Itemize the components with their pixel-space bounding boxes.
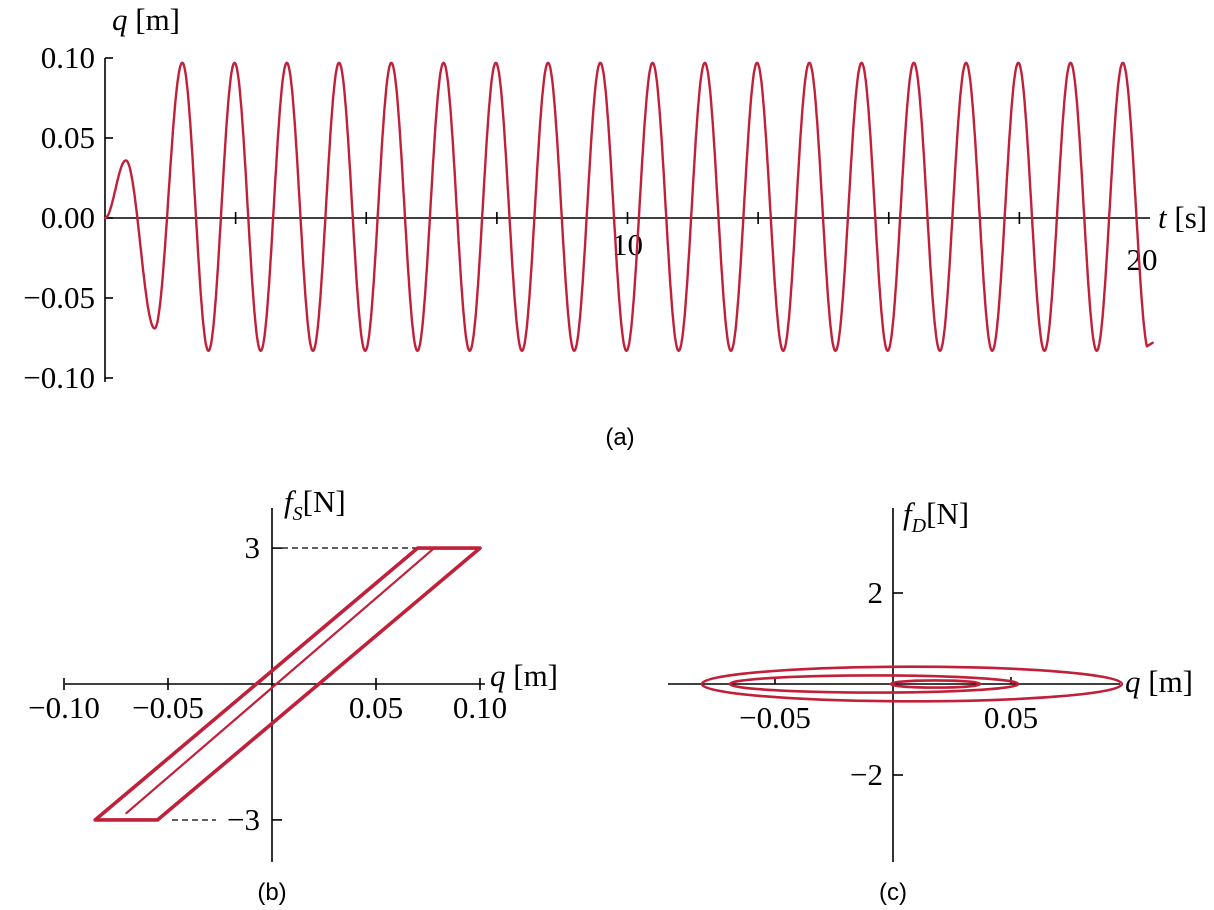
a-series-line — [103, 61, 1154, 352]
c-loop-2 — [728, 674, 1020, 694]
b-outer-loop — [93, 546, 482, 822]
a-ytick-label: 0.10 — [41, 40, 95, 75]
c-ytick-label: −2 — [850, 757, 883, 792]
c-tick-labels: −0.05 0.05 2 −2 — [739, 575, 1038, 792]
c-curves — [700, 665, 1124, 703]
panel-b: −0.10 −0.05 0.05 0.10 3 −3 fS[N] q [m] (b) — [28, 484, 558, 906]
caption-b: (b) — [257, 879, 286, 906]
b-ytick-label: −3 — [227, 802, 260, 837]
b-inner-branch — [125, 547, 436, 815]
a-ylabel: q [m] — [112, 2, 180, 37]
b-xtick-label: −0.10 — [28, 690, 100, 725]
b-ytick-label: 3 — [245, 530, 261, 565]
a-xlabel: t [s] — [1158, 200, 1207, 235]
a-xtick-label: 20 — [1127, 242, 1158, 277]
c-ytick-label: 2 — [868, 575, 884, 610]
a-ytick-label: −0.10 — [23, 360, 95, 395]
c-xlabel: q [m] — [1125, 664, 1193, 699]
a-ytick-label: −0.05 — [23, 280, 95, 315]
a-ytick-label: 0.05 — [41, 120, 95, 155]
caption-a: (a) — [605, 424, 634, 451]
c-ylabel: fD[N] — [903, 496, 969, 537]
c-xtick-label: −0.05 — [739, 700, 811, 735]
panel-c: −0.05 0.05 2 −2 fD[N] q [m] (c) — [668, 496, 1193, 906]
b-xtick-label: 0.05 — [349, 690, 403, 725]
a-ytick-label: 0.00 — [41, 200, 95, 235]
b-xlabel: q [m] — [490, 658, 558, 693]
b-ylabel: fS[N] — [284, 484, 346, 525]
c-xtick-label: 0.05 — [984, 700, 1038, 735]
b-ticks — [63, 547, 481, 821]
a-ticks — [105, 57, 1021, 379]
caption-c: (c) — [879, 879, 907, 906]
b-xtick-label: 0.10 — [453, 690, 507, 725]
c-loop-3 — [889, 679, 982, 689]
b-xtick-label: −0.05 — [132, 690, 204, 725]
b-tick-labels: −0.10 −0.05 0.05 0.10 3 −3 — [28, 530, 507, 837]
c-loop-1 — [700, 665, 1124, 703]
